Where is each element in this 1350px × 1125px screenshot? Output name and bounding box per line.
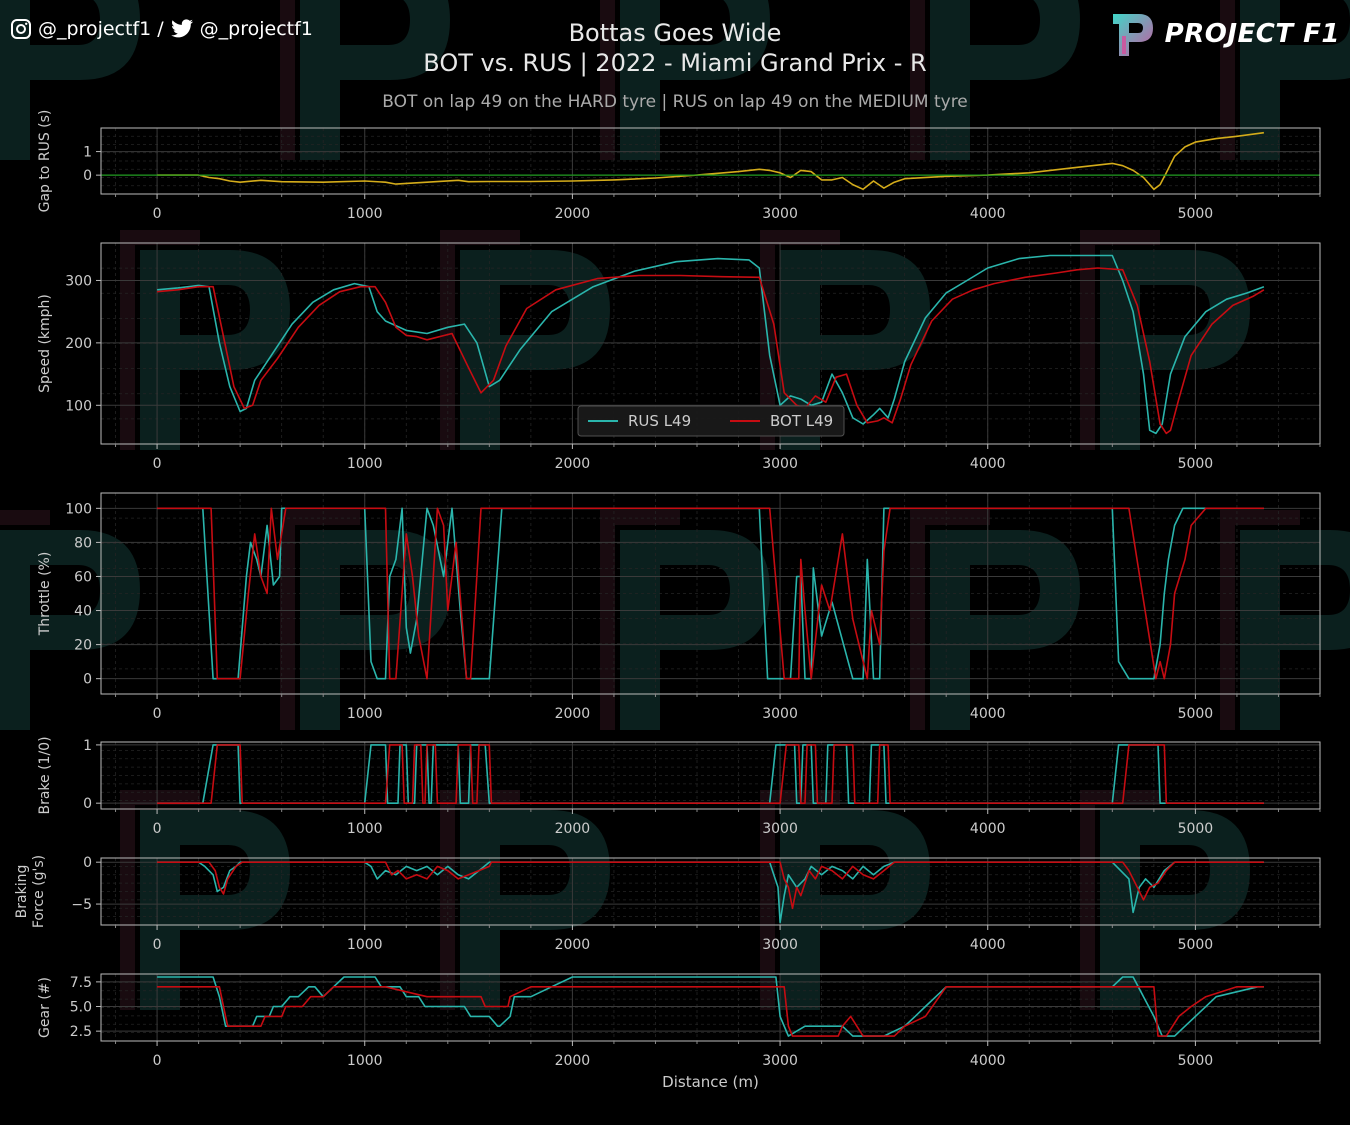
x-tick-label: 3000: [762, 1053, 798, 1069]
x-tick-label: 4000: [970, 1053, 1006, 1069]
y-tick-label: −5: [71, 897, 92, 913]
y-axis-label: Gap to RUS (s): [37, 110, 53, 213]
series-line-brake-rus-l49: [157, 744, 1264, 805]
y-tick-label: 0: [83, 672, 92, 688]
x-tick-label: 4000: [970, 206, 1006, 222]
panel-brake: 0 1 0 1000 2000 3000 4000 5000 Brake (1/0): [37, 736, 1321, 837]
x-tick-label: 5000: [1178, 821, 1214, 837]
x-tick-label: 4000: [970, 706, 1006, 722]
series-line-gap-gap: [157, 131, 1265, 191]
x-tick-label: 0: [153, 706, 162, 722]
twitter-handle: @_projectf1: [199, 18, 313, 40]
x-tick-label: 0: [153, 1053, 162, 1069]
project-f1-logo-icon: [1112, 14, 1153, 56]
x-tick-label: 0: [153, 821, 162, 837]
y-axis-label: BrakingForce (g's): [14, 855, 47, 928]
y-tick-label: 7.5: [70, 975, 92, 991]
x-tick-label: 3000: [762, 821, 798, 837]
series-line-gear-rus-l49: [157, 976, 1264, 1037]
y-tick-label: 100: [65, 501, 92, 517]
x-tick-label: 1000: [347, 937, 383, 953]
x-tick-label: 2000: [555, 206, 591, 222]
axes-frame: [100, 127, 1321, 195]
x-tick-label: 4000: [970, 821, 1006, 837]
twitter-icon: [170, 19, 193, 38]
y-tick-label: 40: [74, 604, 92, 620]
series-line-braking-bot-l49: [157, 861, 1264, 910]
panel-gear: 2.5 5.0 7.5 0 1000 2000 3000 4000 5000 Gear (#): [37, 973, 1321, 1069]
legend: RUS L49 BOT L49: [577, 405, 845, 437]
chart-title: Bottas Goes Wide: [568, 19, 782, 47]
x-tick-label: 5000: [1178, 206, 1214, 222]
x-tick-label: 1000: [347, 821, 383, 837]
y-axis-label: Gear (#): [37, 977, 53, 1038]
legend-box: [577, 405, 845, 437]
y-tick-label: 80: [74, 535, 92, 551]
x-tick-label: 5000: [1178, 456, 1214, 472]
y-tick-label: 0: [83, 855, 92, 871]
y-tick-label: 0: [83, 168, 92, 184]
x-tick-label: 2000: [555, 821, 591, 837]
x-tick-label: 2000: [555, 1053, 591, 1069]
chart-title-line2: BOT vs. RUS | 2022 - Miami Grand Prix - …: [423, 49, 927, 77]
y-axis-label: Throttle (%): [37, 552, 53, 637]
series-line-speed-bot-l49: [157, 267, 1265, 435]
chart-subtitle: BOT on lap 49 on the HARD tyre | RUS on …: [382, 92, 968, 112]
y-tick-label: 200: [65, 336, 92, 352]
x-tick-label: 3000: [762, 456, 798, 472]
x-tick-label: 5000: [1178, 1053, 1214, 1069]
x-tick-label: 0: [153, 937, 162, 953]
y-tick-label: 300: [65, 273, 92, 289]
x-tick-label: 1000: [347, 1053, 383, 1069]
x-tick-label: 0: [153, 206, 162, 222]
y-tick-label: 100: [65, 398, 92, 414]
y-axis-label: Brake (1/0): [37, 736, 53, 814]
axes-frame: [100, 973, 1321, 1042]
y-tick-label: 0: [83, 796, 92, 812]
panel-braking: −5 0 0 1000 2000 3000 4000 5000 BrakingForce (g'…: [14, 855, 1321, 953]
x-tick-label: 1000: [347, 206, 383, 222]
logo-text: PROJECT F1: [1164, 19, 1340, 49]
y-tick-label: 1: [83, 738, 92, 754]
x-tick-label: 5000: [1178, 937, 1214, 953]
series-line-gear-bot-l49: [157, 985, 1264, 1037]
x-tick-label: 4000: [970, 937, 1006, 953]
y-tick-label: 1: [83, 145, 92, 161]
axes-frame: [100, 857, 1321, 926]
instagram-handle: @_projectf1: [38, 18, 152, 40]
x-tick-label: 1000: [347, 456, 383, 472]
x-tick-label: 3000: [762, 937, 798, 953]
series-line-brake-bot-l49: [157, 744, 1264, 805]
x-tick-label: 2000: [555, 706, 591, 722]
x-tick-label: 3000: [762, 706, 798, 722]
axes-frame: [100, 242, 1321, 445]
x-tick-label: 0: [153, 456, 162, 472]
panel-gap: 0 1 0 1000 2000 3000 4000 5000 Gap to RUS (s): [37, 110, 1321, 222]
y-axis-label: Speed (kmph): [37, 294, 53, 393]
x-tick-label: 4000: [970, 456, 1006, 472]
x-tick-label: 2000: [555, 937, 591, 953]
x-tick-label: 5000: [1178, 706, 1214, 722]
legend-label: RUS L49: [628, 412, 691, 430]
series-line-throttle-bot-l49: [157, 507, 1264, 680]
project-f1-logo: PROJECT F1: [1109, 10, 1340, 58]
x-axis-label: Distance (m): [662, 1073, 759, 1091]
y-tick-label: 2.5: [70, 1024, 92, 1040]
x-tick-label: 2000: [555, 456, 591, 472]
y-tick-label: 60: [74, 569, 92, 585]
axes-frame: [100, 741, 1321, 810]
legend-label: BOT L49: [770, 412, 833, 430]
handle-separator: /: [157, 18, 164, 40]
series-line-speed-rus-l49: [157, 254, 1265, 435]
x-tick-label: 3000: [762, 206, 798, 222]
instagram-icon: [11, 19, 31, 39]
y-tick-label: 5.0: [70, 1000, 92, 1016]
social-handles: @_projectf1 / @_projectf1: [10, 18, 313, 40]
axes-frame: [100, 492, 1321, 695]
y-tick-label: 20: [74, 638, 92, 654]
x-tick-label: 1000: [347, 706, 383, 722]
